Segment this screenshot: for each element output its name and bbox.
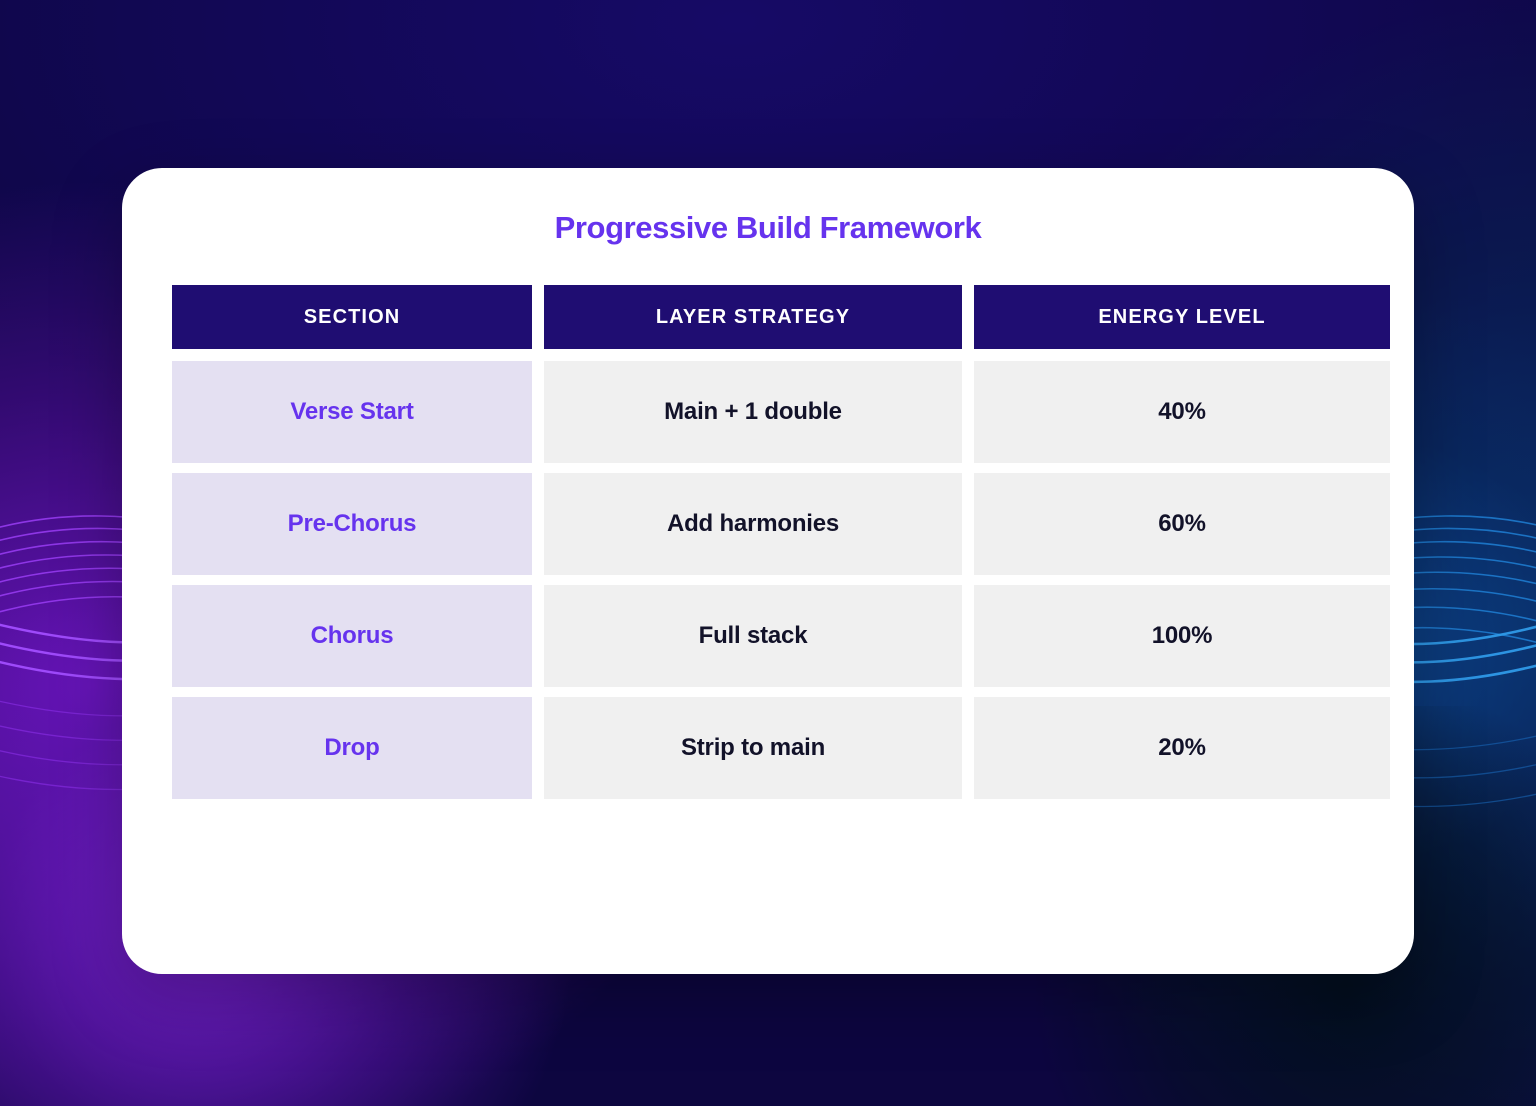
cell-layer-strategy: Add harmonies [544, 473, 962, 575]
cell-layer-strategy: Full stack [544, 585, 962, 687]
table-header-row: SECTION LAYER STRATEGY ENERGY LEVEL [172, 285, 1390, 349]
cell-energy-level: 40% [974, 361, 1390, 463]
page-title: Progressive Build Framework [554, 210, 982, 245]
cell-energy-level: 100% [974, 585, 1390, 687]
cell-energy-level: 20% [974, 697, 1390, 799]
table-row: Drop Strip to main 20% [172, 697, 1390, 799]
cell-section: Pre-Chorus [172, 473, 532, 575]
table-row: Verse Start Main + 1 double 40% [172, 361, 1390, 463]
cell-section: Chorus [172, 585, 532, 687]
table-row: Chorus Full stack 100% [172, 585, 1390, 687]
column-header-section: SECTION [172, 285, 532, 349]
table-row: Pre-Chorus Add harmonies 60% [172, 473, 1390, 575]
framework-table: SECTION LAYER STRATEGY ENERGY LEVEL Vers… [172, 285, 1390, 799]
column-header-energy-level: ENERGY LEVEL [974, 285, 1390, 349]
content-card: Progressive Build Framework SECTION LAYE… [122, 168, 1414, 974]
cell-section: Drop [172, 697, 532, 799]
cell-layer-strategy: Strip to main [544, 697, 962, 799]
cell-layer-strategy: Main + 1 double [544, 361, 962, 463]
cell-section: Verse Start [172, 361, 532, 463]
column-header-layer-strategy: LAYER STRATEGY [544, 285, 962, 349]
cell-energy-level: 60% [974, 473, 1390, 575]
